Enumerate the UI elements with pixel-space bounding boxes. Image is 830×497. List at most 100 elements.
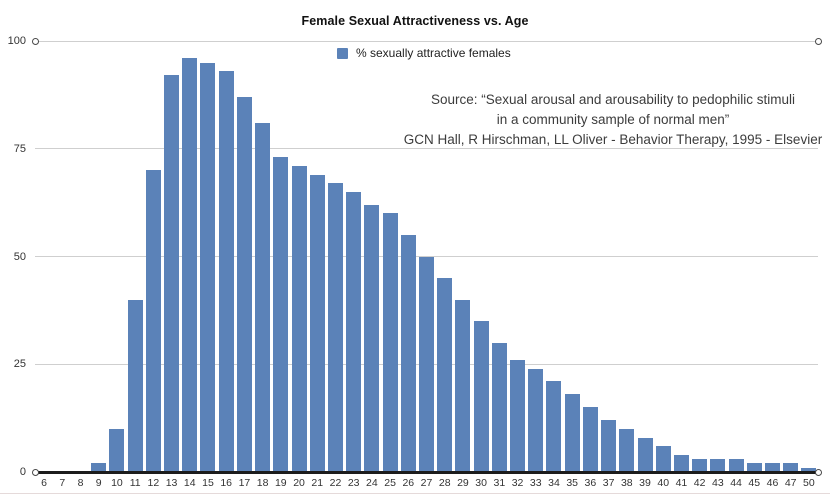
- chart-bottom-border: [0, 493, 830, 494]
- gridline-100: [35, 40, 818, 42]
- x-axis-tick-16: 16: [220, 477, 233, 489]
- source-citation: Source: “Sexual arousal and arousability…: [402, 90, 824, 150]
- source-line-2: in a community sample of normal men”: [496, 112, 730, 127]
- axis-end-circle: [814, 468, 822, 476]
- x-axis-tick-26: 26: [402, 477, 415, 489]
- x-axis-tick-29: 29: [457, 477, 469, 489]
- axis-end-circle: [814, 37, 822, 45]
- legend: % sexually attractive females: [337, 46, 511, 60]
- x-axis-tick-34: 34: [548, 477, 560, 489]
- x-axis-tick-43: 43: [712, 477, 724, 489]
- x-axis-tick-22: 22: [329, 477, 342, 489]
- bar-age-46: [764, 463, 780, 472]
- y-axis-tick-25: 25: [13, 358, 26, 371]
- x-axis-tick-45: 45: [748, 477, 761, 489]
- x-axis-tick-47: 47: [784, 477, 797, 489]
- bar-age-29: [455, 299, 471, 472]
- bar-age-36: [582, 407, 598, 472]
- x-axis-tick-41: 41: [675, 477, 688, 489]
- bar-age-39: [637, 437, 653, 472]
- bar-age-28: [437, 278, 453, 472]
- bar-age-19: [273, 157, 289, 472]
- x-axis-tick-7: 7: [59, 477, 66, 489]
- x-axis-tick-15: 15: [202, 477, 214, 489]
- x-axis-tick-13: 13: [165, 477, 178, 489]
- bar-age-21: [309, 174, 325, 472]
- x-axis-tick-38: 38: [620, 477, 633, 489]
- bar-age-18: [255, 122, 271, 472]
- x-axis-tick-50: 50: [803, 477, 815, 489]
- x-axis-tick-35: 35: [566, 477, 579, 489]
- x-axis-tick-20: 20: [293, 477, 305, 489]
- bar-age-50: [801, 467, 817, 472]
- x-axis-tick-8: 8: [77, 477, 84, 489]
- bar-age-44: [728, 459, 744, 472]
- bar-age-45: [746, 463, 762, 472]
- y-axis-tick-0: 0: [19, 466, 26, 478]
- bar-age-24: [364, 204, 380, 472]
- bar-age-40: [655, 446, 671, 472]
- bar-age-30: [473, 321, 489, 472]
- bar-age-22: [327, 183, 343, 472]
- x-axis-tick-46: 46: [766, 477, 779, 489]
- x-axis-tick-30: 30: [475, 477, 487, 489]
- bar-age-12: [145, 170, 161, 472]
- x-axis-tick-17: 17: [238, 477, 251, 489]
- bar-age-26: [400, 234, 416, 472]
- x-axis-tick-39: 39: [639, 477, 651, 489]
- x-axis-tick-11: 11: [129, 477, 141, 489]
- x-axis-tick-37: 37: [602, 477, 615, 489]
- y-axis-tick-100: 100: [7, 35, 26, 47]
- x-axis-tick-19: 19: [274, 477, 287, 489]
- bar-age-11: [127, 299, 143, 472]
- bar-age-38: [619, 428, 635, 472]
- bar-age-43: [710, 459, 726, 472]
- x-axis-line: [35, 471, 818, 474]
- source-line-3: GCN Hall, R Hirschman, LL Oliver - Behav…: [403, 132, 823, 147]
- bar-age-25: [382, 213, 398, 472]
- x-axis-tick-28: 28: [438, 477, 451, 489]
- y-axis-tick-75: 75: [13, 142, 26, 155]
- x-axis-tick-42: 42: [693, 477, 706, 489]
- x-axis-tick-36: 36: [584, 477, 597, 489]
- bar-age-34: [546, 381, 562, 472]
- x-axis-tick-33: 33: [529, 477, 542, 489]
- bar-age-35: [564, 394, 580, 472]
- x-axis-tick-23: 23: [347, 477, 360, 489]
- bar-age-47: [783, 463, 799, 472]
- bar-age-13: [164, 75, 180, 472]
- x-axis-tick-18: 18: [256, 477, 269, 489]
- bar-age-9: [91, 463, 107, 472]
- x-axis-tick-6: 6: [41, 477, 48, 489]
- bar-age-37: [601, 420, 617, 472]
- bar-age-31: [491, 342, 507, 472]
- bar-age-41: [673, 454, 689, 472]
- x-axis-tick-25: 25: [384, 477, 396, 489]
- bar-age-23: [346, 191, 362, 472]
- x-axis-tick-31: 31: [493, 477, 506, 489]
- x-axis-tick-14: 14: [183, 477, 196, 489]
- axis-end-circle: [31, 37, 39, 45]
- x-axis-tick-12: 12: [147, 477, 160, 489]
- source-line-1: Source: “Sexual arousal and arousability…: [431, 92, 795, 107]
- x-axis-tick-21: 21: [311, 477, 324, 489]
- y-axis-tick-50: 50: [13, 250, 26, 263]
- x-axis-tick-40: 40: [657, 477, 670, 489]
- legend-label: % sexually attractive females: [356, 46, 511, 60]
- bar-age-15: [200, 62, 216, 472]
- bar-age-27: [419, 256, 434, 472]
- x-axis-tick-27: 27: [420, 477, 433, 489]
- x-axis-tick-44: 44: [730, 477, 742, 489]
- bar-age-33: [528, 368, 544, 472]
- chart-title: Female Sexual Attractiveness vs. Age: [301, 14, 529, 28]
- legend-swatch: [337, 47, 348, 59]
- bar-age-42: [692, 459, 708, 472]
- x-axis-tick-10: 10: [111, 477, 123, 489]
- x-axis-tick-9: 9: [95, 477, 102, 489]
- bar-age-16: [218, 71, 234, 472]
- gridline-75: [35, 148, 818, 150]
- bar-age-10: [109, 428, 125, 472]
- bar-age-32: [510, 359, 526, 472]
- axis-end-circle: [31, 468, 39, 476]
